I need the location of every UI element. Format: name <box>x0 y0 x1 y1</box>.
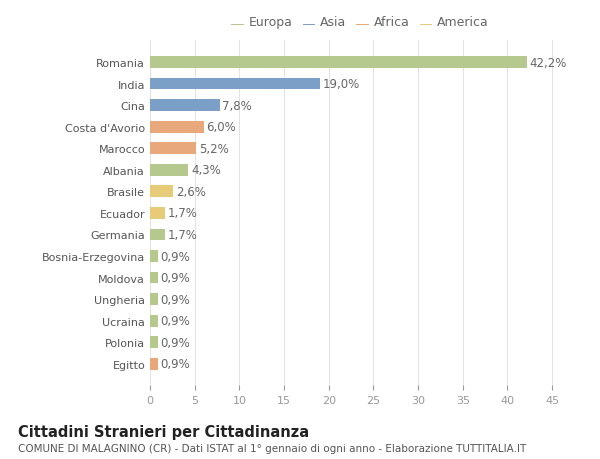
Bar <box>150 272 158 284</box>
Legend: Europa, Asia, Africa, America: Europa, Asia, Africa, America <box>229 13 491 31</box>
Text: Cittadini Stranieri per Cittadinanza: Cittadini Stranieri per Cittadinanza <box>18 425 309 440</box>
Text: 5,2%: 5,2% <box>199 142 229 156</box>
Bar <box>150 294 158 305</box>
Text: 0,9%: 0,9% <box>161 358 190 370</box>
Bar <box>150 207 165 219</box>
Bar <box>150 358 158 370</box>
Bar <box>150 251 158 263</box>
Bar <box>150 164 188 176</box>
Bar <box>150 315 158 327</box>
Text: 6,0%: 6,0% <box>206 121 236 134</box>
Text: 4,3%: 4,3% <box>191 164 221 177</box>
Bar <box>150 78 320 90</box>
Text: 2,6%: 2,6% <box>176 185 206 198</box>
Bar <box>150 336 158 348</box>
Text: 19,0%: 19,0% <box>322 78 360 91</box>
Text: 0,9%: 0,9% <box>161 271 190 285</box>
Bar <box>150 57 527 69</box>
Bar <box>150 100 220 112</box>
Text: 1,7%: 1,7% <box>168 207 198 220</box>
Text: 7,8%: 7,8% <box>223 100 252 112</box>
Text: 0,9%: 0,9% <box>161 314 190 327</box>
Text: 42,2%: 42,2% <box>530 56 567 69</box>
Bar <box>150 143 196 155</box>
Text: 0,9%: 0,9% <box>161 250 190 263</box>
Bar <box>150 186 173 198</box>
Bar <box>150 229 165 241</box>
Bar <box>150 122 203 133</box>
Text: 1,7%: 1,7% <box>168 229 198 241</box>
Text: 0,9%: 0,9% <box>161 336 190 349</box>
Text: COMUNE DI MALAGNINO (CR) - Dati ISTAT al 1° gennaio di ogni anno - Elaborazione : COMUNE DI MALAGNINO (CR) - Dati ISTAT al… <box>18 443 526 453</box>
Text: 0,9%: 0,9% <box>161 293 190 306</box>
